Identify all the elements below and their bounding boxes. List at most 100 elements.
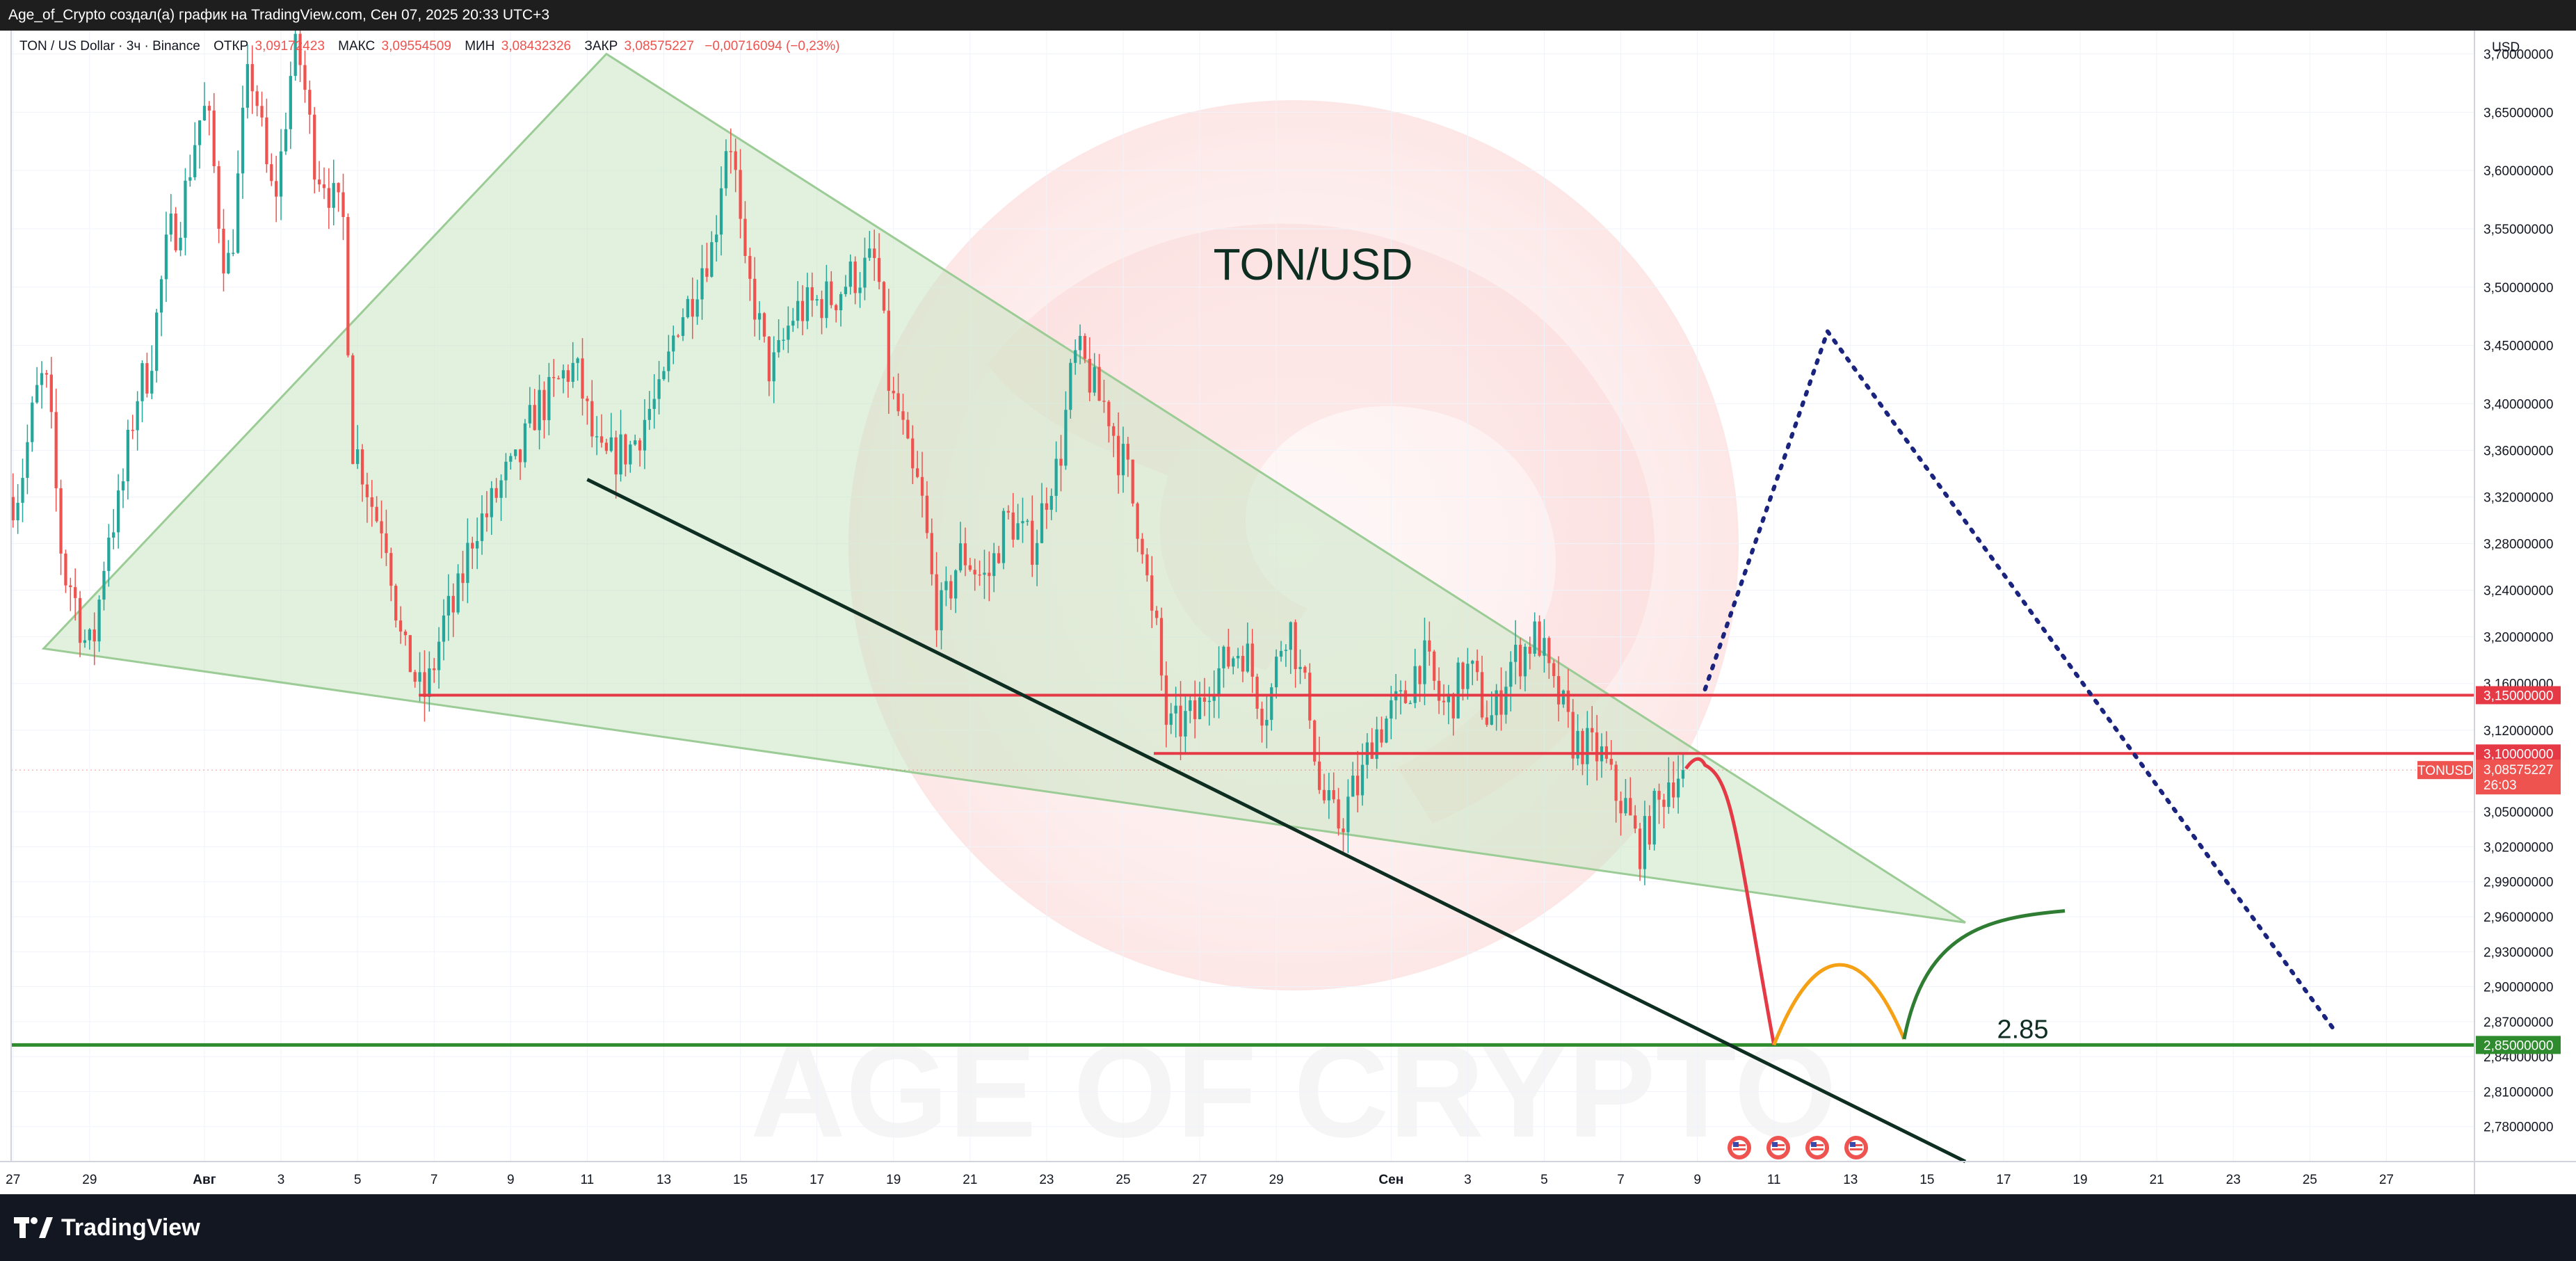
candle — [634, 434, 637, 447]
candle — [1619, 791, 1623, 836]
candle — [1614, 761, 1618, 823]
candle-body — [403, 631, 408, 636]
y-tick-label: 3,05000000 — [2484, 805, 2553, 820]
projection-blue-dotted[interactable] — [1702, 327, 2339, 1036]
x-tick-label: 27 — [2379, 1173, 2394, 1187]
candle — [1236, 648, 1240, 668]
candle-body — [1561, 690, 1565, 705]
triangle-pattern[interactable] — [41, 52, 1966, 924]
candle-body — [1514, 645, 1518, 662]
candle-body — [892, 390, 895, 394]
candle-body — [1643, 816, 1647, 869]
candle-body — [1270, 687, 1273, 720]
candle-body — [1466, 664, 1470, 689]
candle-body — [868, 248, 871, 258]
legend-close-label: ЗАКР — [584, 39, 618, 54]
candle-body — [279, 151, 283, 197]
symbol-tag — [2417, 761, 2473, 780]
candle-body — [634, 440, 637, 445]
descending-trendline[interactable] — [586, 478, 1967, 1164]
candle-body — [284, 129, 288, 152]
candle-body — [69, 585, 72, 588]
candle — [317, 161, 321, 192]
y-tick-label: 3,70000000 — [2484, 48, 2553, 63]
candle-body — [1638, 828, 1642, 869]
candle-body — [1026, 520, 1029, 522]
candle — [1571, 699, 1575, 771]
candle-body — [667, 351, 670, 371]
y-axis-ticks[interactable]: 3,70000000 3,65000000 3,60000000 3,55000000… — [2484, 48, 2553, 1135]
event-flag-us[interactable] — [1805, 1136, 1829, 1159]
candle — [882, 280, 886, 314]
candle-body — [949, 581, 953, 599]
candle — [820, 290, 823, 335]
candle — [198, 120, 202, 169]
candle — [571, 342, 574, 388]
candle-body — [102, 570, 106, 600]
projection-green-recovery[interactable] — [1902, 909, 2066, 1040]
candle — [40, 361, 44, 409]
candle — [1260, 701, 1264, 743]
legend-high-value: 3,09554509 — [382, 39, 451, 54]
x-tick-label: 15 — [1919, 1173, 1934, 1187]
candle — [403, 629, 408, 646]
candle — [1031, 495, 1034, 577]
candle-body — [64, 553, 67, 586]
candle-body — [1476, 661, 1479, 673]
candle — [227, 240, 230, 275]
candle — [1681, 753, 1685, 788]
candle — [494, 478, 498, 503]
candle — [1217, 646, 1221, 718]
projection-red-drop[interactable] — [1684, 757, 1776, 1045]
candle-body — [1591, 728, 1594, 733]
candle-body — [193, 145, 197, 177]
x-tick-label: 29 — [82, 1173, 97, 1187]
horizontal-levels[interactable] — [11, 693, 2474, 1047]
candle — [1279, 641, 1283, 662]
candle — [442, 599, 446, 661]
candle-body — [1159, 618, 1164, 676]
projection-orange-bounce[interactable] — [1772, 963, 1906, 1046]
candle-body — [389, 553, 393, 586]
price-chart[interactable]: AGE OF CRYPTO TON/USD 2.85 3,700000003,6… — [0, 31, 2576, 1194]
tradingview-logo[interactable]: TradingView — [14, 1212, 200, 1243]
support-annotation: 2.85 — [1997, 1015, 2049, 1044]
event-flag-us[interactable] — [1728, 1136, 1751, 1159]
candle — [35, 367, 39, 404]
candle — [978, 560, 981, 586]
candle-body — [1275, 657, 1278, 688]
candle-body — [1509, 661, 1513, 687]
event-flag-us[interactable] — [1766, 1136, 1790, 1159]
candle — [1040, 483, 1044, 544]
candle-body — [1155, 610, 1159, 618]
candle-body — [1418, 666, 1422, 684]
candle-body — [896, 393, 900, 412]
candle — [892, 376, 895, 400]
projection-paths[interactable] — [1684, 327, 2339, 1046]
candle-body — [624, 434, 627, 465]
candle-body — [1518, 645, 1522, 677]
candle — [1083, 333, 1087, 364]
candle — [1093, 353, 1096, 396]
candle — [552, 359, 556, 397]
candle — [528, 387, 531, 428]
price-axis-panel — [2474, 31, 2576, 1194]
candle-body — [815, 299, 819, 300]
candle — [136, 391, 139, 451]
candle — [715, 215, 718, 262]
candle-body — [1423, 640, 1426, 684]
candle — [1159, 607, 1164, 691]
candle-body — [1031, 520, 1034, 565]
candle — [586, 396, 589, 425]
triangle-shape[interactable] — [41, 52, 1966, 924]
candle-body — [835, 305, 838, 311]
candle-body — [1049, 495, 1053, 510]
candle-body — [983, 572, 986, 575]
event-flag-us[interactable] — [1844, 1136, 1868, 1159]
x-axis-ticks[interactable]: 27 29 Авг 3 5 7 9 11 13 15 17 19 21 23 25 27 29 Сен 3 5 7 9 11… — [6, 1173, 2394, 1187]
candle-body — [1121, 444, 1125, 476]
candle-body — [1059, 458, 1063, 466]
trendline[interactable] — [586, 478, 1967, 1164]
candle — [896, 373, 900, 417]
event-flags[interactable] — [1728, 1136, 1868, 1159]
